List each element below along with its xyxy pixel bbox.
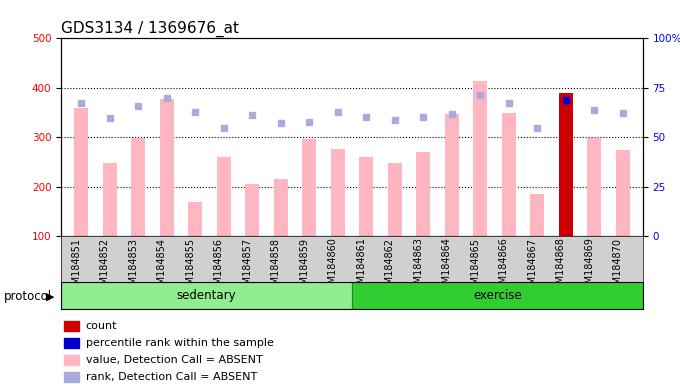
Bar [188,202,202,236]
Bar [74,108,88,236]
Text: GSM184870: GSM184870 [613,238,623,296]
Text: GSM184861: GSM184861 [356,238,366,296]
Text: GSM184862: GSM184862 [385,238,394,296]
Bar [64,321,79,331]
Text: GSM184864: GSM184864 [441,238,452,296]
Text: ▶: ▶ [46,291,54,301]
Text: GSM184860: GSM184860 [328,238,338,296]
Bar [473,81,488,236]
Text: exercise: exercise [473,289,522,302]
Bar [445,114,459,236]
Text: count: count [86,321,117,331]
Text: GSM184859: GSM184859 [299,238,309,296]
Text: GSM184856: GSM184856 [214,238,224,296]
Bar [359,157,373,236]
Bar [64,372,79,382]
Bar [160,99,174,236]
Bar [558,93,573,236]
Bar [352,282,643,309]
Text: GSM184852: GSM184852 [100,238,109,297]
Text: protocol: protocol [3,290,52,303]
Bar [388,164,402,236]
Bar [216,157,231,236]
Text: percentile rank within the sample: percentile rank within the sample [86,338,273,348]
Bar [64,355,79,365]
Text: GSM184865: GSM184865 [470,238,480,296]
Text: GSM184863: GSM184863 [413,238,423,296]
Bar [416,152,430,236]
Bar [245,184,259,236]
Text: GSM184855: GSM184855 [185,238,195,297]
Text: GSM184868: GSM184868 [556,238,566,296]
Bar [64,338,79,348]
Bar [302,139,316,236]
Text: GSM184857: GSM184857 [242,238,252,297]
Bar [587,138,601,236]
Bar [131,138,146,236]
Bar [615,150,630,236]
Text: GSM184853: GSM184853 [128,238,138,296]
Bar [502,113,515,236]
Text: GSM184866: GSM184866 [498,238,509,296]
Bar [273,179,288,236]
Text: GDS3134 / 1369676_at: GDS3134 / 1369676_at [61,21,239,37]
Text: GSM184867: GSM184867 [527,238,537,296]
Bar [103,163,117,236]
Text: GSM184869: GSM184869 [584,238,594,296]
Text: GSM184854: GSM184854 [156,238,167,296]
Text: sedentary: sedentary [177,289,237,302]
Text: GSM184851: GSM184851 [71,238,81,296]
Bar [330,149,345,236]
Bar [530,194,544,236]
Text: rank, Detection Call = ABSENT: rank, Detection Call = ABSENT [86,372,257,382]
Text: GSM184858: GSM184858 [271,238,281,296]
Text: value, Detection Call = ABSENT: value, Detection Call = ABSENT [86,355,262,365]
Bar [61,282,352,309]
